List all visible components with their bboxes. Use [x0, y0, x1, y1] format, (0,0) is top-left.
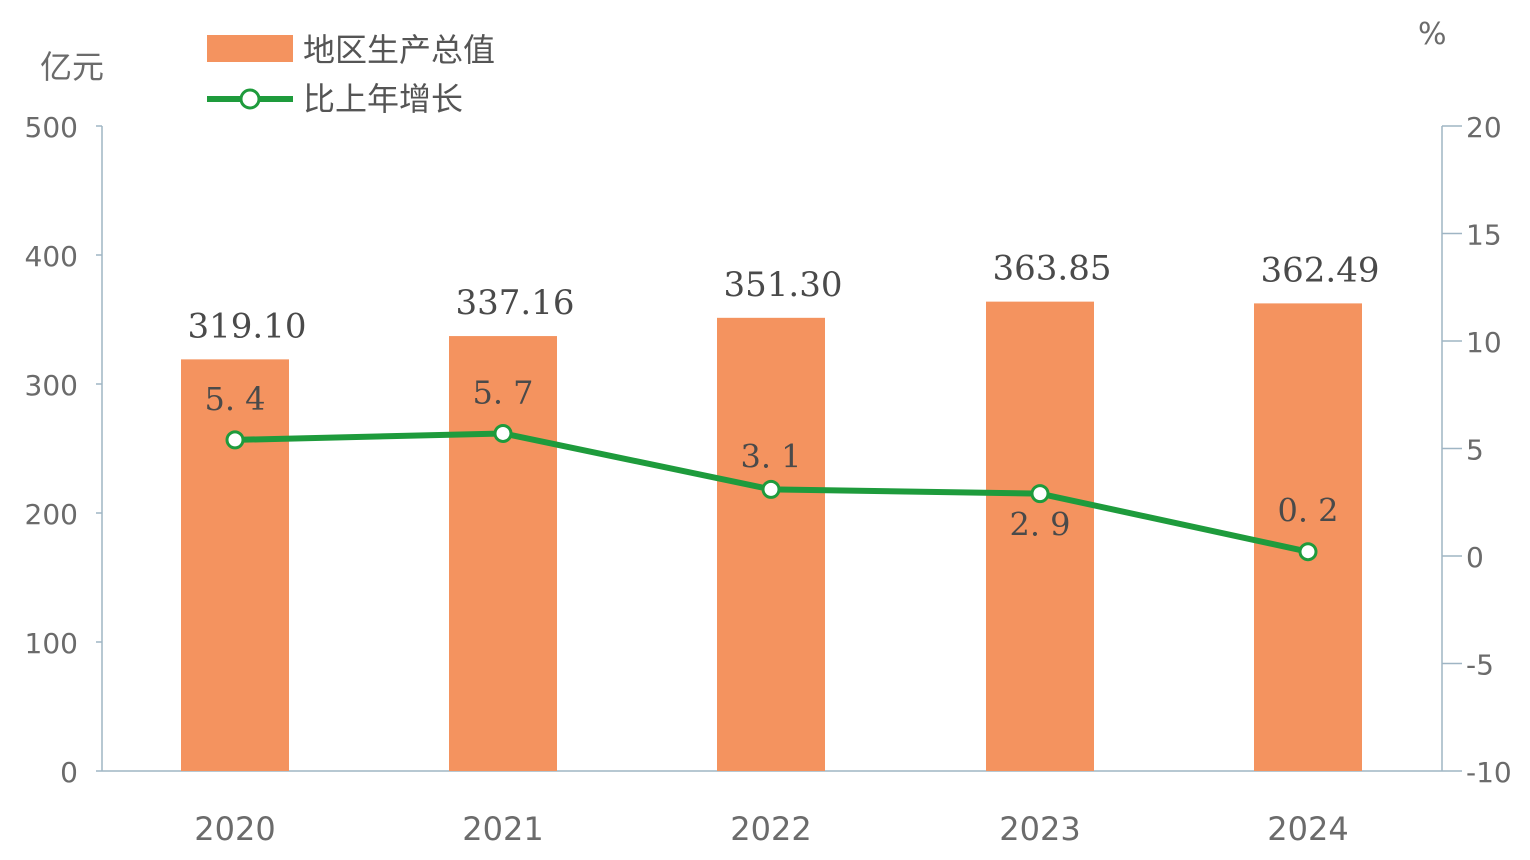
right-tick-label: 20: [1466, 111, 1502, 144]
line-layer: [225, 423, 1318, 562]
right-axis-unit: %: [1418, 17, 1447, 52]
legend-bar-label: 地区生产总值: [303, 31, 495, 69]
labels-layer: 319.10 337.16 351.30 363.85 362.49 5. 4 5. 7 3.…: [188, 249, 1380, 544]
left-tick-label: 200: [25, 498, 78, 531]
x-tick-label: 2021: [462, 810, 543, 848]
bars-layer: [181, 301, 1362, 771]
right-tick-label: 15: [1466, 219, 1502, 252]
right-tick-label: 5: [1466, 434, 1484, 467]
growth-point-2023: [1030, 484, 1050, 504]
left-tick-label: 400: [25, 240, 78, 273]
right-tick-label: 0: [1466, 541, 1484, 574]
growth-value-label: 5. 7: [472, 373, 533, 411]
left-tick-label: 300: [25, 369, 78, 402]
bar-value-label: 351.30: [724, 265, 843, 305]
x-tick-label: 2023: [999, 810, 1080, 848]
left-tick-label: 100: [25, 627, 78, 660]
bar-2022: [717, 317, 825, 771]
bar-value-label: 319.10: [188, 306, 307, 346]
right-tick-label: -5: [1466, 649, 1494, 682]
growth-point-2020: [225, 430, 245, 450]
growth-point-2024: [1298, 542, 1318, 562]
bar-value-label: 363.85: [993, 249, 1112, 289]
right-tick-label: 10: [1466, 326, 1502, 359]
x-tick-label: 2022: [730, 810, 811, 848]
growth-value-label: 0. 2: [1277, 492, 1338, 530]
growth-value-label: 3. 1: [740, 437, 801, 475]
growth-point-2021: [493, 423, 513, 443]
legend: 地区生产总值 比上年增长: [207, 31, 495, 118]
legend-bar-swatch: [207, 35, 293, 62]
right-tick-label: -10: [1466, 756, 1512, 789]
bar-value-label: 337.16: [456, 283, 575, 323]
left-tick-label: 500: [25, 111, 78, 144]
bar-2023: [986, 301, 1094, 771]
growth-point-2022: [761, 479, 781, 499]
left-tick-label: 0: [60, 756, 78, 789]
left-axis-unit: 亿元: [40, 48, 104, 86]
legend-line-marker: [239, 88, 261, 110]
bar-2020: [181, 359, 289, 771]
growth-value-label: 2. 9: [1009, 506, 1070, 544]
x-tick-label: 2024: [1267, 810, 1348, 848]
bar-2021: [449, 336, 557, 771]
legend-line-label: 比上年增长: [303, 80, 463, 118]
bar-2024: [1254, 303, 1362, 771]
x-tick-label: 2020: [194, 810, 275, 848]
bar-value-label: 362.49: [1261, 250, 1380, 290]
growth-value-label: 5. 4: [204, 380, 265, 418]
